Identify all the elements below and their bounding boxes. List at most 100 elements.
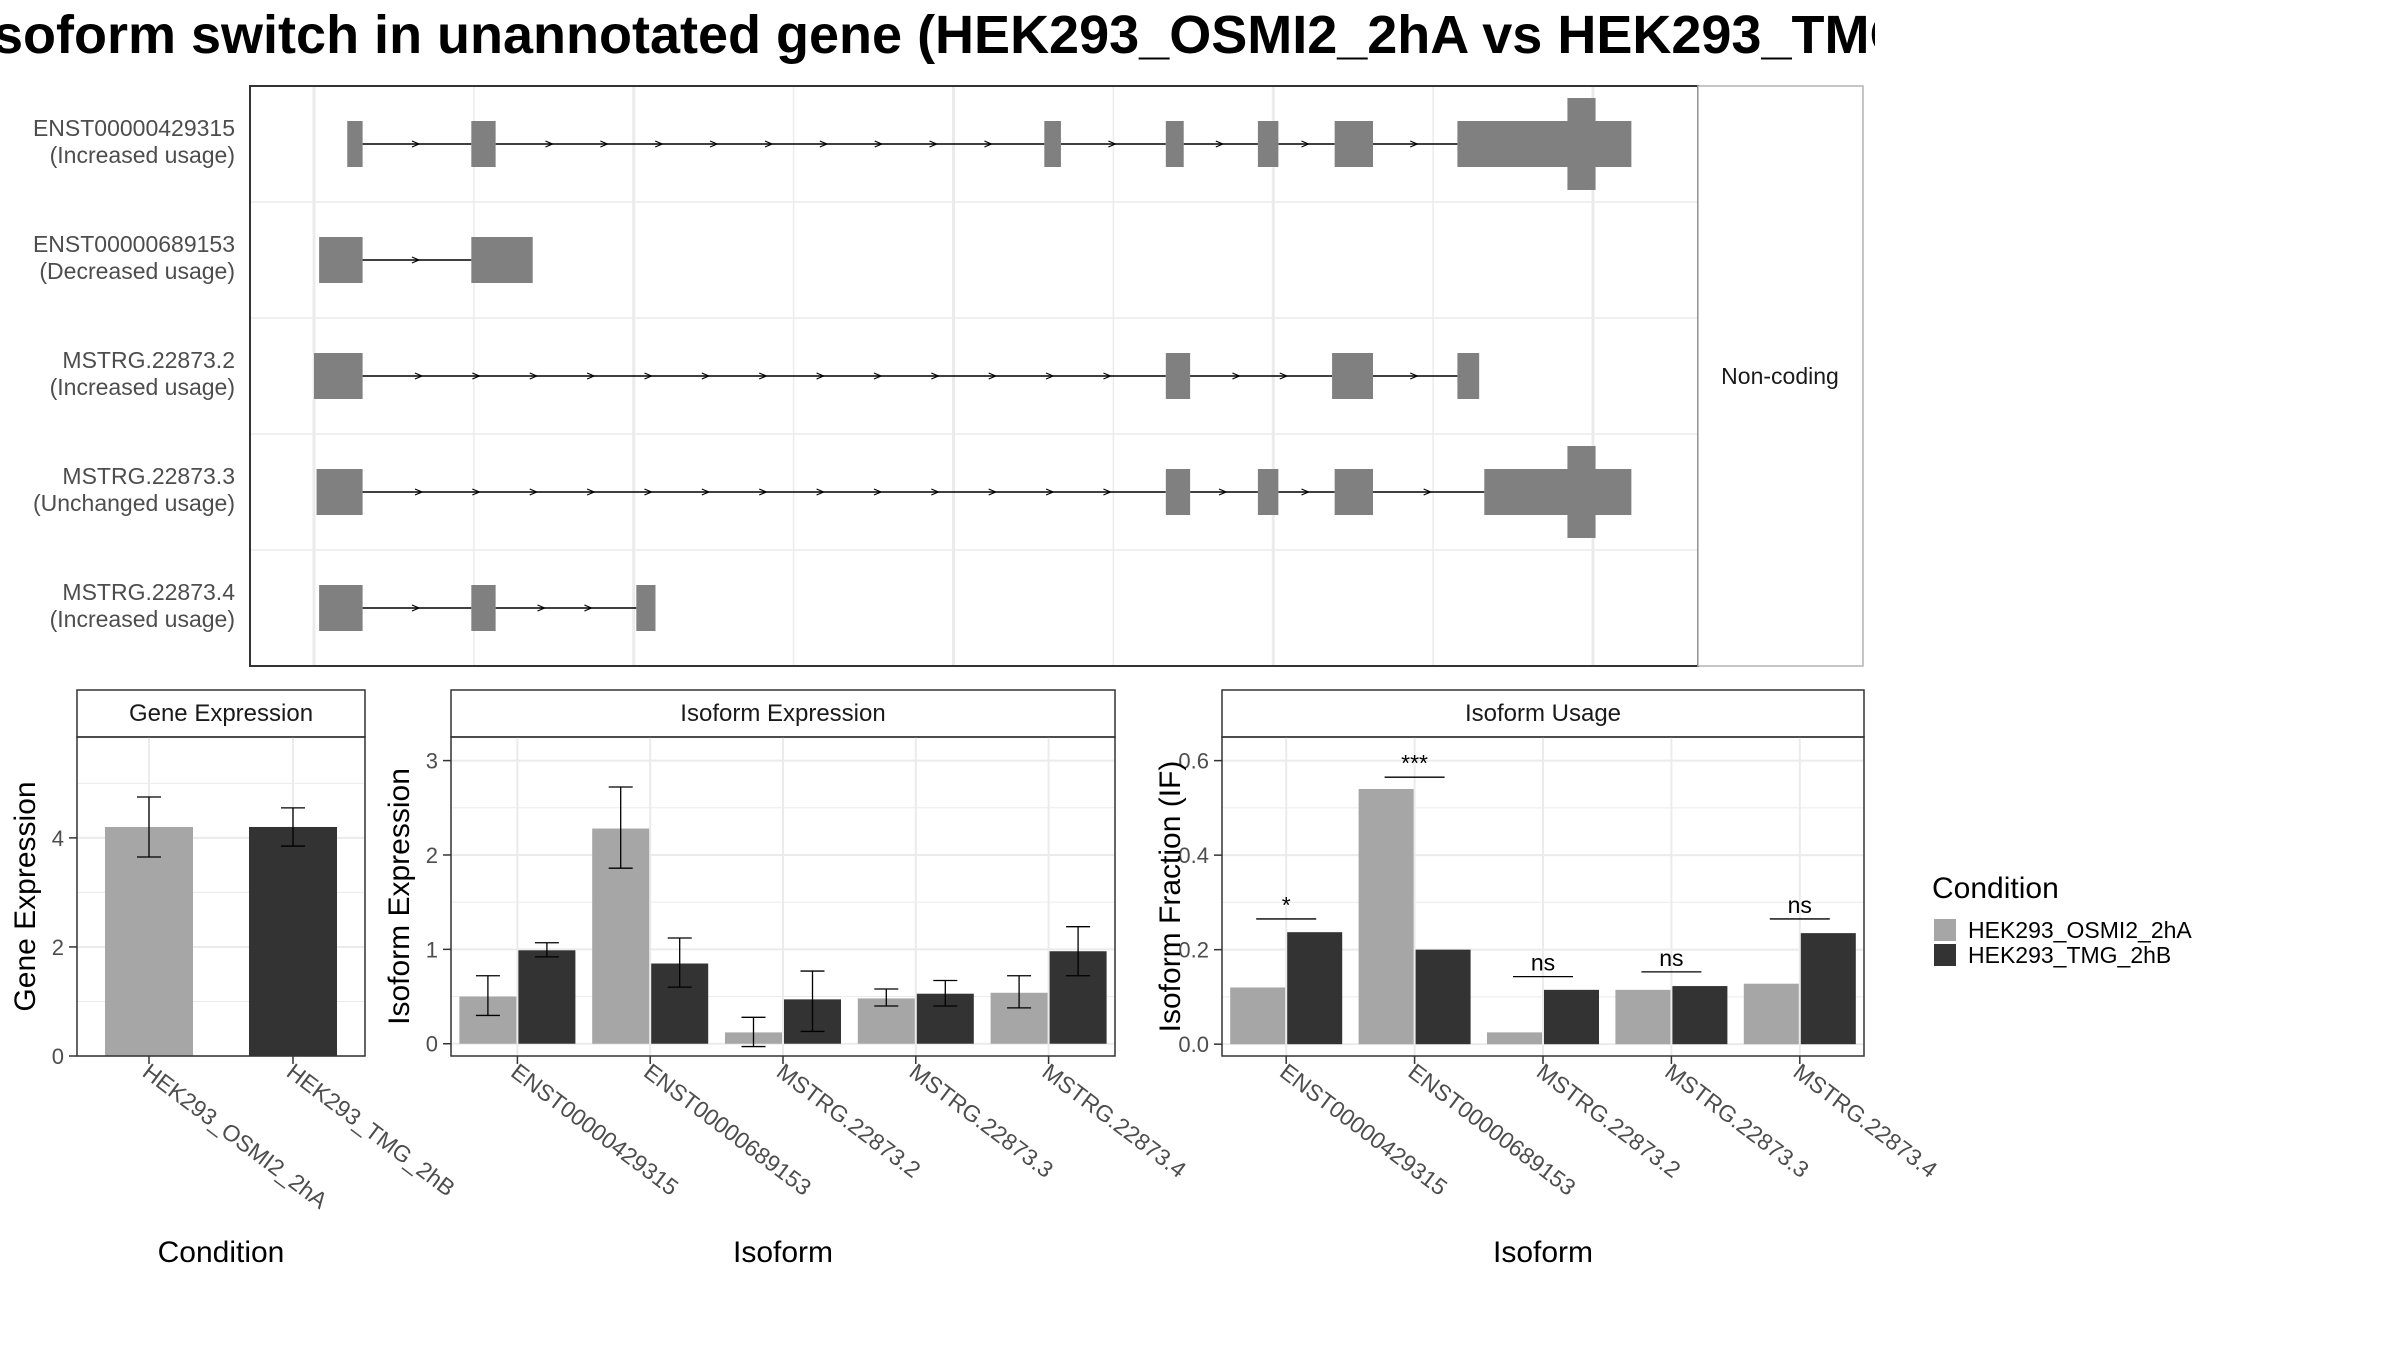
isoform-label: ENST00000429315 (Increased usage): [33, 115, 235, 168]
intron-arrow: [584, 604, 593, 612]
isoform-usage: (Unchanged usage): [33, 490, 235, 516]
y-tick-label: 1: [426, 937, 438, 962]
intron-arrow: [931, 372, 940, 380]
panel-border: [76, 736, 366, 1057]
x-axis-title: Isoform: [1493, 1236, 1593, 1269]
figure-title-text: Isoform switch in unannotated gene (HEK2…: [0, 5, 1875, 65]
intron-arrow: [874, 140, 884, 148]
y-tick-label: 2: [426, 843, 438, 868]
intron-arrow: [988, 372, 998, 380]
intron-arrow: [414, 488, 424, 496]
exon-block: [1334, 121, 1374, 167]
bar-cond2: [1800, 933, 1856, 1045]
bar-cond2: [1672, 986, 1728, 1045]
isoform-name: MSTRG.22873.3: [62, 463, 235, 489]
bar-cond1: [1743, 983, 1799, 1045]
y-axis-title: Gene Expression: [9, 781, 42, 1011]
exon-block: [471, 121, 496, 167]
intron-arrow: [414, 372, 424, 380]
exon-block: [1257, 469, 1279, 515]
intron-arrow: [600, 140, 609, 148]
isoform-label: ENST00000689153 (Decreased usage): [33, 231, 235, 284]
legend-swatch: [1934, 919, 1956, 941]
intron-arrow: [644, 488, 653, 496]
isoform-name: ENST00000689153: [33, 231, 235, 257]
exon-block: [1165, 121, 1184, 167]
bar-cond1: [1615, 989, 1671, 1045]
bar-cond2: [249, 826, 337, 1056]
y-tick-label: 4: [52, 826, 64, 851]
significance-label: ***: [1401, 750, 1428, 776]
exon-block: [1257, 121, 1279, 167]
isoform-name: MSTRG.22873.4: [62, 579, 235, 605]
y-axis-title: Isoform Fraction (IF): [1154, 761, 1187, 1033]
intron-arrow: [1409, 372, 1419, 380]
figure-title: Isoform switch in unannotated gene (HEK2…: [0, 4, 1875, 66]
isoform-label: MSTRG.22873.2 (Increased usage): [50, 347, 235, 400]
y-tick-label: 0: [52, 1044, 64, 1069]
intron-arrow: [1215, 140, 1225, 148]
isoform-name: ENST00000429315: [33, 115, 235, 141]
intron-arrow: [1218, 488, 1228, 496]
legend-title: Condition: [1932, 872, 2059, 905]
intron-arrow: [701, 372, 711, 380]
intron-arrow: [701, 488, 711, 496]
panel-strip-title: Isoform Expression: [680, 700, 885, 727]
isoform-name: MSTRG.22873.2: [62, 347, 235, 373]
y-tick-label: 0: [426, 1032, 438, 1057]
exon-block: [1457, 353, 1480, 399]
side-strip-label: Non-coding: [1721, 363, 1839, 389]
exon-block: [471, 585, 496, 631]
x-axis-title: Condition: [158, 1236, 285, 1269]
intron-arrow: [586, 488, 596, 496]
panel-strip-title: Isoform Usage: [1465, 700, 1621, 727]
intron-arrow: [1301, 140, 1311, 148]
significance-label: *: [1282, 892, 1291, 918]
intron-arrow: [758, 372, 768, 380]
x-tick-label: MSTRG.22873.3: [905, 1058, 1058, 1183]
exon-block: [471, 237, 533, 283]
intron-arrow: [873, 372, 883, 380]
intron-arrow: [411, 604, 421, 612]
exon-block: [636, 585, 656, 631]
intron-arrow: [1103, 488, 1112, 496]
intron-arrow: [816, 488, 826, 496]
intron-arrow: [586, 372, 596, 380]
bar-cond2: [1415, 949, 1471, 1045]
y-tick-label: 0.4: [1178, 843, 1209, 868]
intron-arrow: [529, 372, 539, 380]
intron-arrow: [931, 488, 940, 496]
y-tick-label: 0.6: [1178, 749, 1209, 774]
legend-label: HEK293_TMG_2hB: [1968, 942, 2171, 968]
isoform-usage: (Increased usage): [50, 606, 235, 632]
panel-strip-title: Gene Expression: [129, 700, 313, 727]
intron-arrow: [1232, 372, 1241, 380]
intron-arrow: [709, 140, 719, 148]
y-tick-label: 0.0: [1178, 1032, 1209, 1057]
intron-arrow: [816, 372, 826, 380]
bar-cond1: [1487, 1032, 1542, 1045]
exon-block: [1165, 469, 1191, 515]
exon-block: [1334, 469, 1374, 515]
significance-label: ns: [1531, 950, 1555, 976]
isoform-usage: (Increased usage): [50, 374, 235, 400]
intron-arrow: [1103, 372, 1112, 380]
bar-cond1: [1230, 987, 1286, 1045]
intron-arrow: [764, 140, 774, 148]
intron-arrow: [1279, 372, 1289, 380]
bar-cond1: [105, 826, 193, 1056]
exon-block: [316, 469, 363, 515]
legend-label: HEK293_OSMI2_2hA: [1968, 917, 2192, 943]
exon-block: [319, 585, 363, 631]
isoform-usage: (Increased usage): [50, 142, 235, 168]
intron-arrow: [654, 140, 664, 148]
exon-block: [1457, 121, 1632, 167]
isoform-label: MSTRG.22873.4 (Increased usage): [50, 579, 236, 632]
intron-arrow: [1045, 488, 1055, 496]
intron-arrow: [1045, 372, 1055, 380]
exon-block: [1484, 469, 1632, 515]
cds-block: [1567, 446, 1596, 538]
side-strip: [1697, 85, 1864, 667]
exon-block: [347, 121, 363, 167]
